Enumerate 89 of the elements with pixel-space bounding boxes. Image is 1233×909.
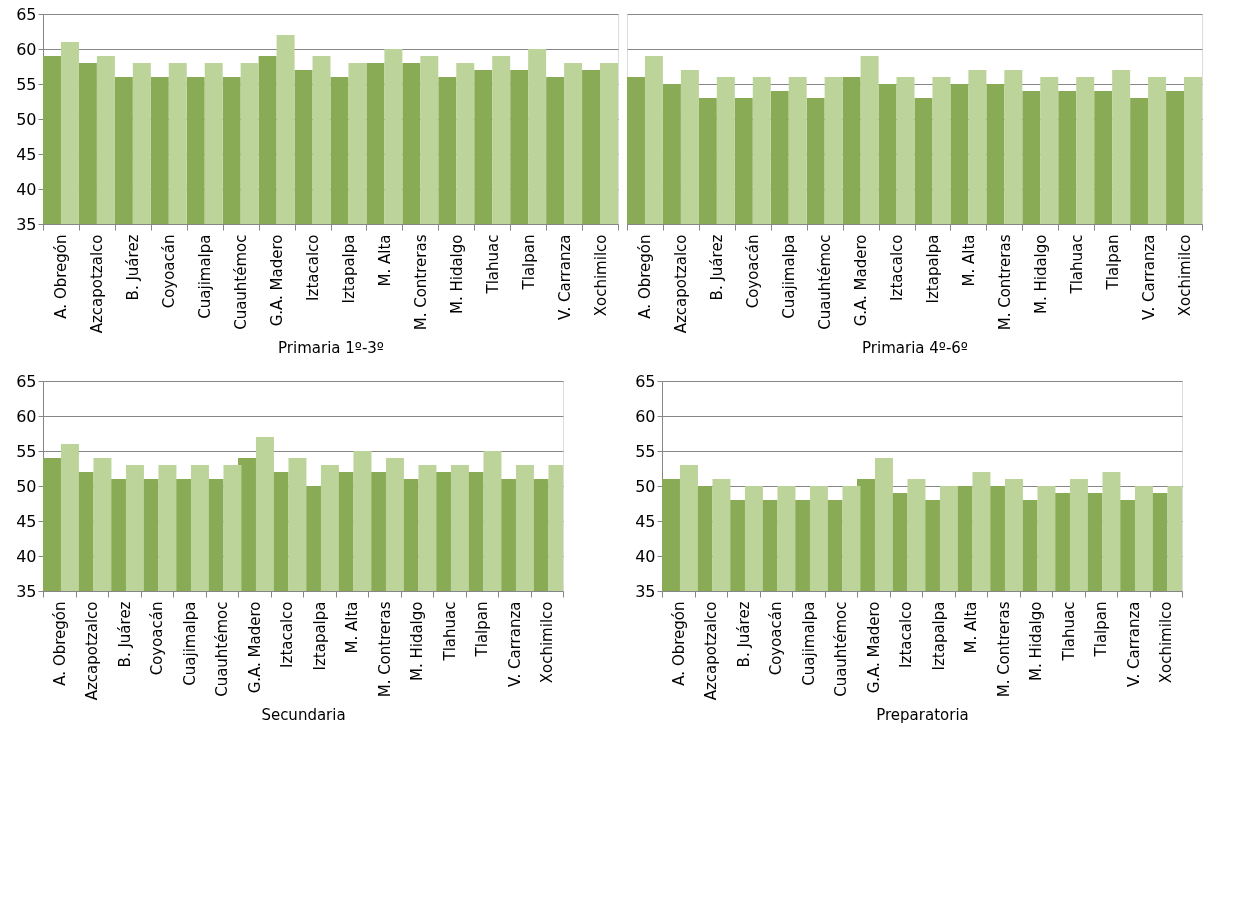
y-tick-label: 45 [635, 511, 656, 531]
x-tick-label: B. Juárez [708, 234, 727, 301]
y-tick-label: 65 [16, 4, 37, 24]
x-tick-label: M. Alta [959, 234, 978, 287]
x-tick-label: Iztapalpa [929, 601, 948, 671]
y-tick-label: 40 [16, 179, 37, 199]
x-tick-label: Iztacalco [897, 601, 916, 668]
y-tick-label: 40 [16, 546, 37, 566]
y-tick-label: 65 [635, 371, 656, 391]
y-tick-label: 55 [16, 74, 37, 94]
x-tick-label: Xochimilco [1157, 601, 1176, 684]
x-tick-label: Iztapalpa [310, 601, 329, 671]
x-tick-label: Iztapalpa [923, 234, 942, 304]
x-tick-label: V. Carranza [505, 601, 524, 687]
y-tick-label: 55 [16, 441, 37, 461]
x-tick-label: Cuauhtémoc [832, 601, 851, 697]
x-tick-label: A. Obregón [669, 601, 688, 686]
x-tick-label: G.A. Madero [245, 601, 264, 694]
x-tick-label: Iztacalco [304, 234, 323, 301]
x-tick-label: Xochimilco [591, 234, 610, 317]
x-tick-label: Tlalpan [1103, 234, 1122, 291]
x-tick-label: Tlahuac [440, 601, 459, 662]
x-tick-label: Coyoacán [767, 601, 786, 676]
x-tick-label: Cuauhtémoc [213, 601, 232, 697]
x-tick-label: Cuajimalpa [780, 234, 799, 319]
x-tick-label: Azcapotzalco [83, 601, 102, 701]
y-tick-label: 60 [16, 39, 37, 59]
y-tick-label: 50 [16, 476, 37, 496]
y-tick-label: 60 [635, 406, 656, 426]
x-tick-label: Azcapotzalco [702, 601, 721, 701]
x-tick-label: G.A. Madero [852, 234, 871, 327]
x-tick-label: B. Juárez [734, 601, 753, 668]
x-tick-label: V. Carranza [1124, 601, 1143, 687]
y-tick-label: 40 [635, 546, 656, 566]
x-tick-label: V. Carranza [1139, 234, 1158, 320]
x-tick-label: A. Obregón [50, 601, 69, 686]
y-tick-label: 60 [16, 406, 37, 426]
x-tick-label: M. Contreras [375, 601, 394, 698]
x-tick-label: M. Alta [375, 234, 394, 287]
x-tick-label: Xochimilco [1175, 234, 1194, 317]
y-tick-label: 50 [16, 109, 37, 129]
x-tick-label: Iztacalco [278, 601, 297, 668]
x-tick-label: M. Hidalgo [447, 234, 466, 315]
x-tick-label: Coyoacán [148, 601, 167, 676]
x-axis-title: Secundaria [261, 706, 346, 725]
x-tick-label: G.A. Madero [268, 234, 287, 327]
x-tick-label: Tlahuac [1059, 601, 1078, 662]
x-tick-label: M. Contreras [995, 234, 1014, 331]
x-tick-label: Xochimilco [538, 601, 557, 684]
x-tick-label: Cuajimalpa [799, 601, 818, 686]
x-tick-label: Cuauhtémoc [232, 234, 251, 330]
y-tick-label: 45 [16, 511, 37, 531]
x-tick-label: Coyoacán [160, 234, 179, 309]
x-tick-label: Tlalpan [519, 234, 538, 291]
x-tick-label: M. Alta [343, 601, 362, 654]
x-tick-label: B. Juárez [124, 234, 143, 301]
x-tick-label: V. Carranza [555, 234, 574, 320]
x-tick-label: A. Obregón [52, 234, 71, 319]
x-tick-label: B. Juárez [115, 601, 134, 668]
x-tick-label: M. Hidalgo [408, 601, 427, 682]
y-tick-label: 35 [16, 214, 37, 234]
x-tick-label: M. Hidalgo [1031, 234, 1050, 315]
x-axis-title: Primaria 1º-3º [278, 339, 384, 358]
y-tick-label: 35 [16, 581, 37, 601]
x-axis-title: Preparatoria [876, 706, 969, 725]
x-tick-label: Azcapotzalco [88, 234, 107, 334]
y-tick-label: 50 [635, 476, 656, 496]
x-tick-label: Cuauhtémoc [816, 234, 835, 330]
x-tick-label: G.A. Madero [864, 601, 883, 694]
x-tick-label: M. Contreras [994, 601, 1013, 698]
x-tick-label: Tlahuac [1067, 234, 1086, 295]
x-tick-label: M. Contreras [411, 234, 430, 331]
x-tick-label: Tlalpan [1092, 601, 1111, 658]
x-tick-label: Cuajimalpa [196, 234, 215, 319]
x-tick-label: M. Hidalgo [1027, 601, 1046, 682]
x-tick-label: Coyoacán [744, 234, 763, 309]
x-tick-label: Iztacalco [888, 234, 907, 301]
x-tick-label: Tlalpan [473, 601, 492, 658]
y-tick-label: 45 [16, 144, 37, 164]
x-tick-label: Iztapalpa [339, 234, 358, 304]
x-axis-title: Primaria 4º-6º [862, 339, 968, 358]
y-tick-label: 35 [635, 581, 656, 601]
y-tick-label: 55 [635, 441, 656, 461]
y-tick-label: 65 [16, 371, 37, 391]
x-tick-label: M. Alta [962, 601, 981, 654]
x-tick-label: Cuajimalpa [180, 601, 199, 686]
x-tick-label: Azcapotzalco [672, 234, 691, 334]
x-tick-label: A. Obregón [636, 234, 655, 319]
x-tick-label: Tlahuac [483, 234, 502, 295]
